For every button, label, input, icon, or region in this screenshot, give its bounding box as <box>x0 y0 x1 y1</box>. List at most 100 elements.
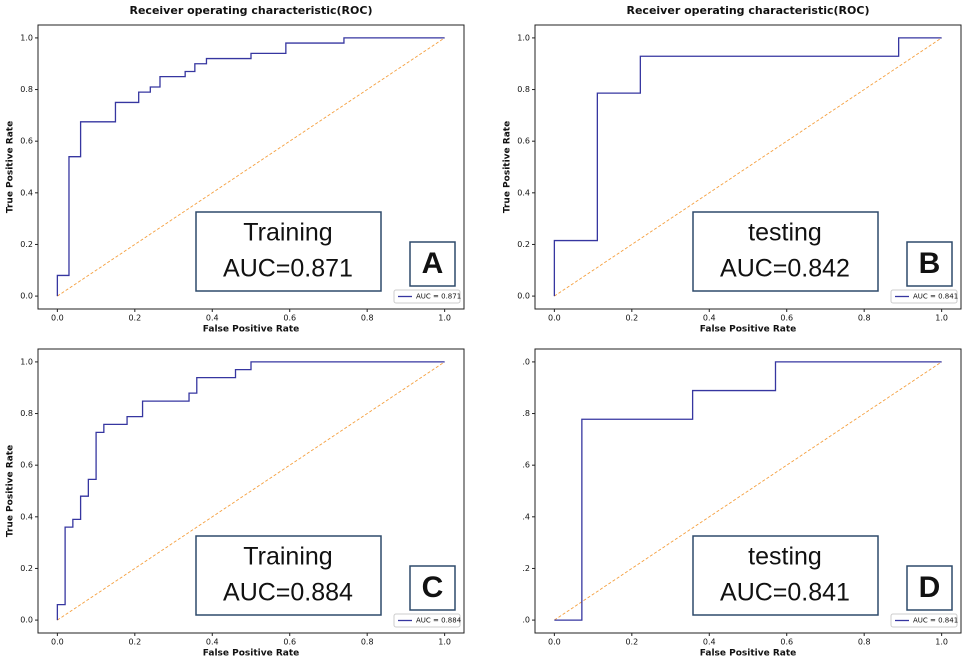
chart-title: Receiver operating characteristic(ROC) <box>130 4 373 17</box>
diagonal-line <box>57 37 445 297</box>
x-tick-label: 1.0 <box>438 638 451 647</box>
y-tick-label: 0.0 <box>20 616 33 625</box>
y-tick-label: 1.0 <box>517 33 530 42</box>
annotation-text: Training <box>243 543 332 571</box>
annotation-box <box>195 535 382 616</box>
legend-label: AUC = 0.871 <box>416 293 461 301</box>
x-tick-label: 0.2 <box>128 314 141 323</box>
roc-curve <box>554 361 942 621</box>
x-tick-label: 0.0 <box>51 314 64 323</box>
axes-frame <box>534 24 962 310</box>
x-tick-label: 0.4 <box>703 638 716 647</box>
y-tick-label: 0.4 <box>20 512 33 521</box>
diagonal-line <box>57 361 445 621</box>
y-tick-label: 0.6 <box>517 137 530 146</box>
annotation-text: AUC=0.884 <box>223 579 353 607</box>
panel: Receiver operating characteristic(ROC) Fa… <box>503 4 962 335</box>
y-tick-label: 0.0 <box>517 292 530 301</box>
x-tick-label: 0.0 <box>548 638 561 647</box>
annotation-text: testing <box>748 219 822 247</box>
axes-frame <box>37 348 465 634</box>
diagonal-line <box>554 37 942 297</box>
y-tick-label: 0.2 <box>517 240 530 249</box>
x-tick-label: 1.0 <box>935 314 948 323</box>
y-tick-label: 0.8 <box>20 409 33 418</box>
panel: False Positive Rate True Positive Rate 0.0… <box>6 348 465 659</box>
axes-frame <box>37 24 465 310</box>
panel-label-box <box>906 241 953 287</box>
x-tick-label: 0.6 <box>283 638 296 647</box>
panel-label-box <box>409 241 456 287</box>
annotation-text: testing <box>748 543 822 571</box>
y-tick-label: 1.0 <box>20 33 33 42</box>
legend-box <box>890 613 958 628</box>
y-tick-label: 0.8 <box>517 85 530 94</box>
panel-label: D <box>919 571 941 604</box>
x-tick-label: 0.6 <box>283 314 296 323</box>
x-tick-label: 0.2 <box>128 638 141 647</box>
panel: Receiver operating characteristic(ROC) Fa… <box>6 4 465 335</box>
y-tick-label: 0.4 <box>20 188 33 197</box>
y-tick-label: .0 <box>522 357 530 366</box>
x-axis-label: False Positive Rate <box>700 325 797 335</box>
annotation-box <box>692 211 879 292</box>
y-axis-label: True Positive Rate <box>6 445 16 537</box>
panel-label-box <box>906 565 953 611</box>
x-tick-label: 0.4 <box>206 638 219 647</box>
x-axis-label: False Positive Rate <box>700 649 797 659</box>
x-tick-label: 0.6 <box>780 314 793 323</box>
chart-title: Receiver operating characteristic(ROC) <box>627 4 870 17</box>
x-tick-label: 0.8 <box>361 314 374 323</box>
y-tick-label: 0.8 <box>20 85 33 94</box>
panel-label: C <box>422 571 444 604</box>
annotation-text: AUC=0.871 <box>223 255 353 283</box>
y-tick-label: 1.0 <box>20 357 33 366</box>
x-tick-label: 0.8 <box>858 638 871 647</box>
y-axis-label: True Positive Rate <box>6 121 16 213</box>
x-tick-label: 0.4 <box>703 314 716 323</box>
y-tick-label: .0 <box>522 616 530 625</box>
x-tick-label: 1.0 <box>438 314 451 323</box>
x-tick-label: 1.0 <box>935 638 948 647</box>
diagonal-line <box>554 361 942 621</box>
y-tick-label: 0.2 <box>20 564 33 573</box>
annotation-box <box>195 211 382 292</box>
annotation-text: AUC=0.842 <box>720 255 850 283</box>
x-tick-label: 0.0 <box>51 638 64 647</box>
y-axis-label: True Positive Rate <box>503 121 513 213</box>
x-tick-label: 0.2 <box>625 638 638 647</box>
roc-curve <box>56 37 445 297</box>
x-tick-label: 0.0 <box>548 314 561 323</box>
legend-label: AUC = 0.884 <box>416 617 462 625</box>
axes-frame <box>534 348 962 634</box>
annotation-box <box>692 535 879 616</box>
x-tick-label: 0.4 <box>206 314 219 323</box>
y-tick-label: .6 <box>522 461 530 470</box>
x-axis-label: False Positive Rate <box>203 325 300 335</box>
panel: False Positive Rate 0.0 0.2 0.4 0.6 0.8 1.0 .0.… <box>522 348 962 659</box>
legend-box <box>890 289 958 304</box>
y-tick-label: .8 <box>522 409 530 418</box>
x-tick-label: 0.8 <box>858 314 871 323</box>
annotation-text: Training <box>243 219 332 247</box>
legend-label: AUC = 0.841 <box>913 617 958 625</box>
y-tick-label: 0.2 <box>20 240 33 249</box>
legend-box <box>393 613 461 628</box>
legend-label: AUC = 0.841 <box>913 293 958 301</box>
panel-label: B <box>919 247 941 280</box>
y-tick-label: 0.6 <box>20 137 33 146</box>
roc-curve <box>553 37 942 297</box>
roc-curve <box>56 361 445 621</box>
y-tick-label: .2 <box>522 564 530 573</box>
x-tick-label: 0.2 <box>625 314 638 323</box>
legend-box <box>393 289 461 304</box>
y-tick-label: 0.6 <box>20 461 33 470</box>
y-tick-label: .4 <box>522 512 530 521</box>
panel-label: A <box>422 247 444 280</box>
panel-label-box <box>409 565 456 611</box>
annotation-text: AUC=0.841 <box>720 579 850 607</box>
x-tick-label: 0.6 <box>780 638 793 647</box>
x-axis-label: False Positive Rate <box>203 649 300 659</box>
